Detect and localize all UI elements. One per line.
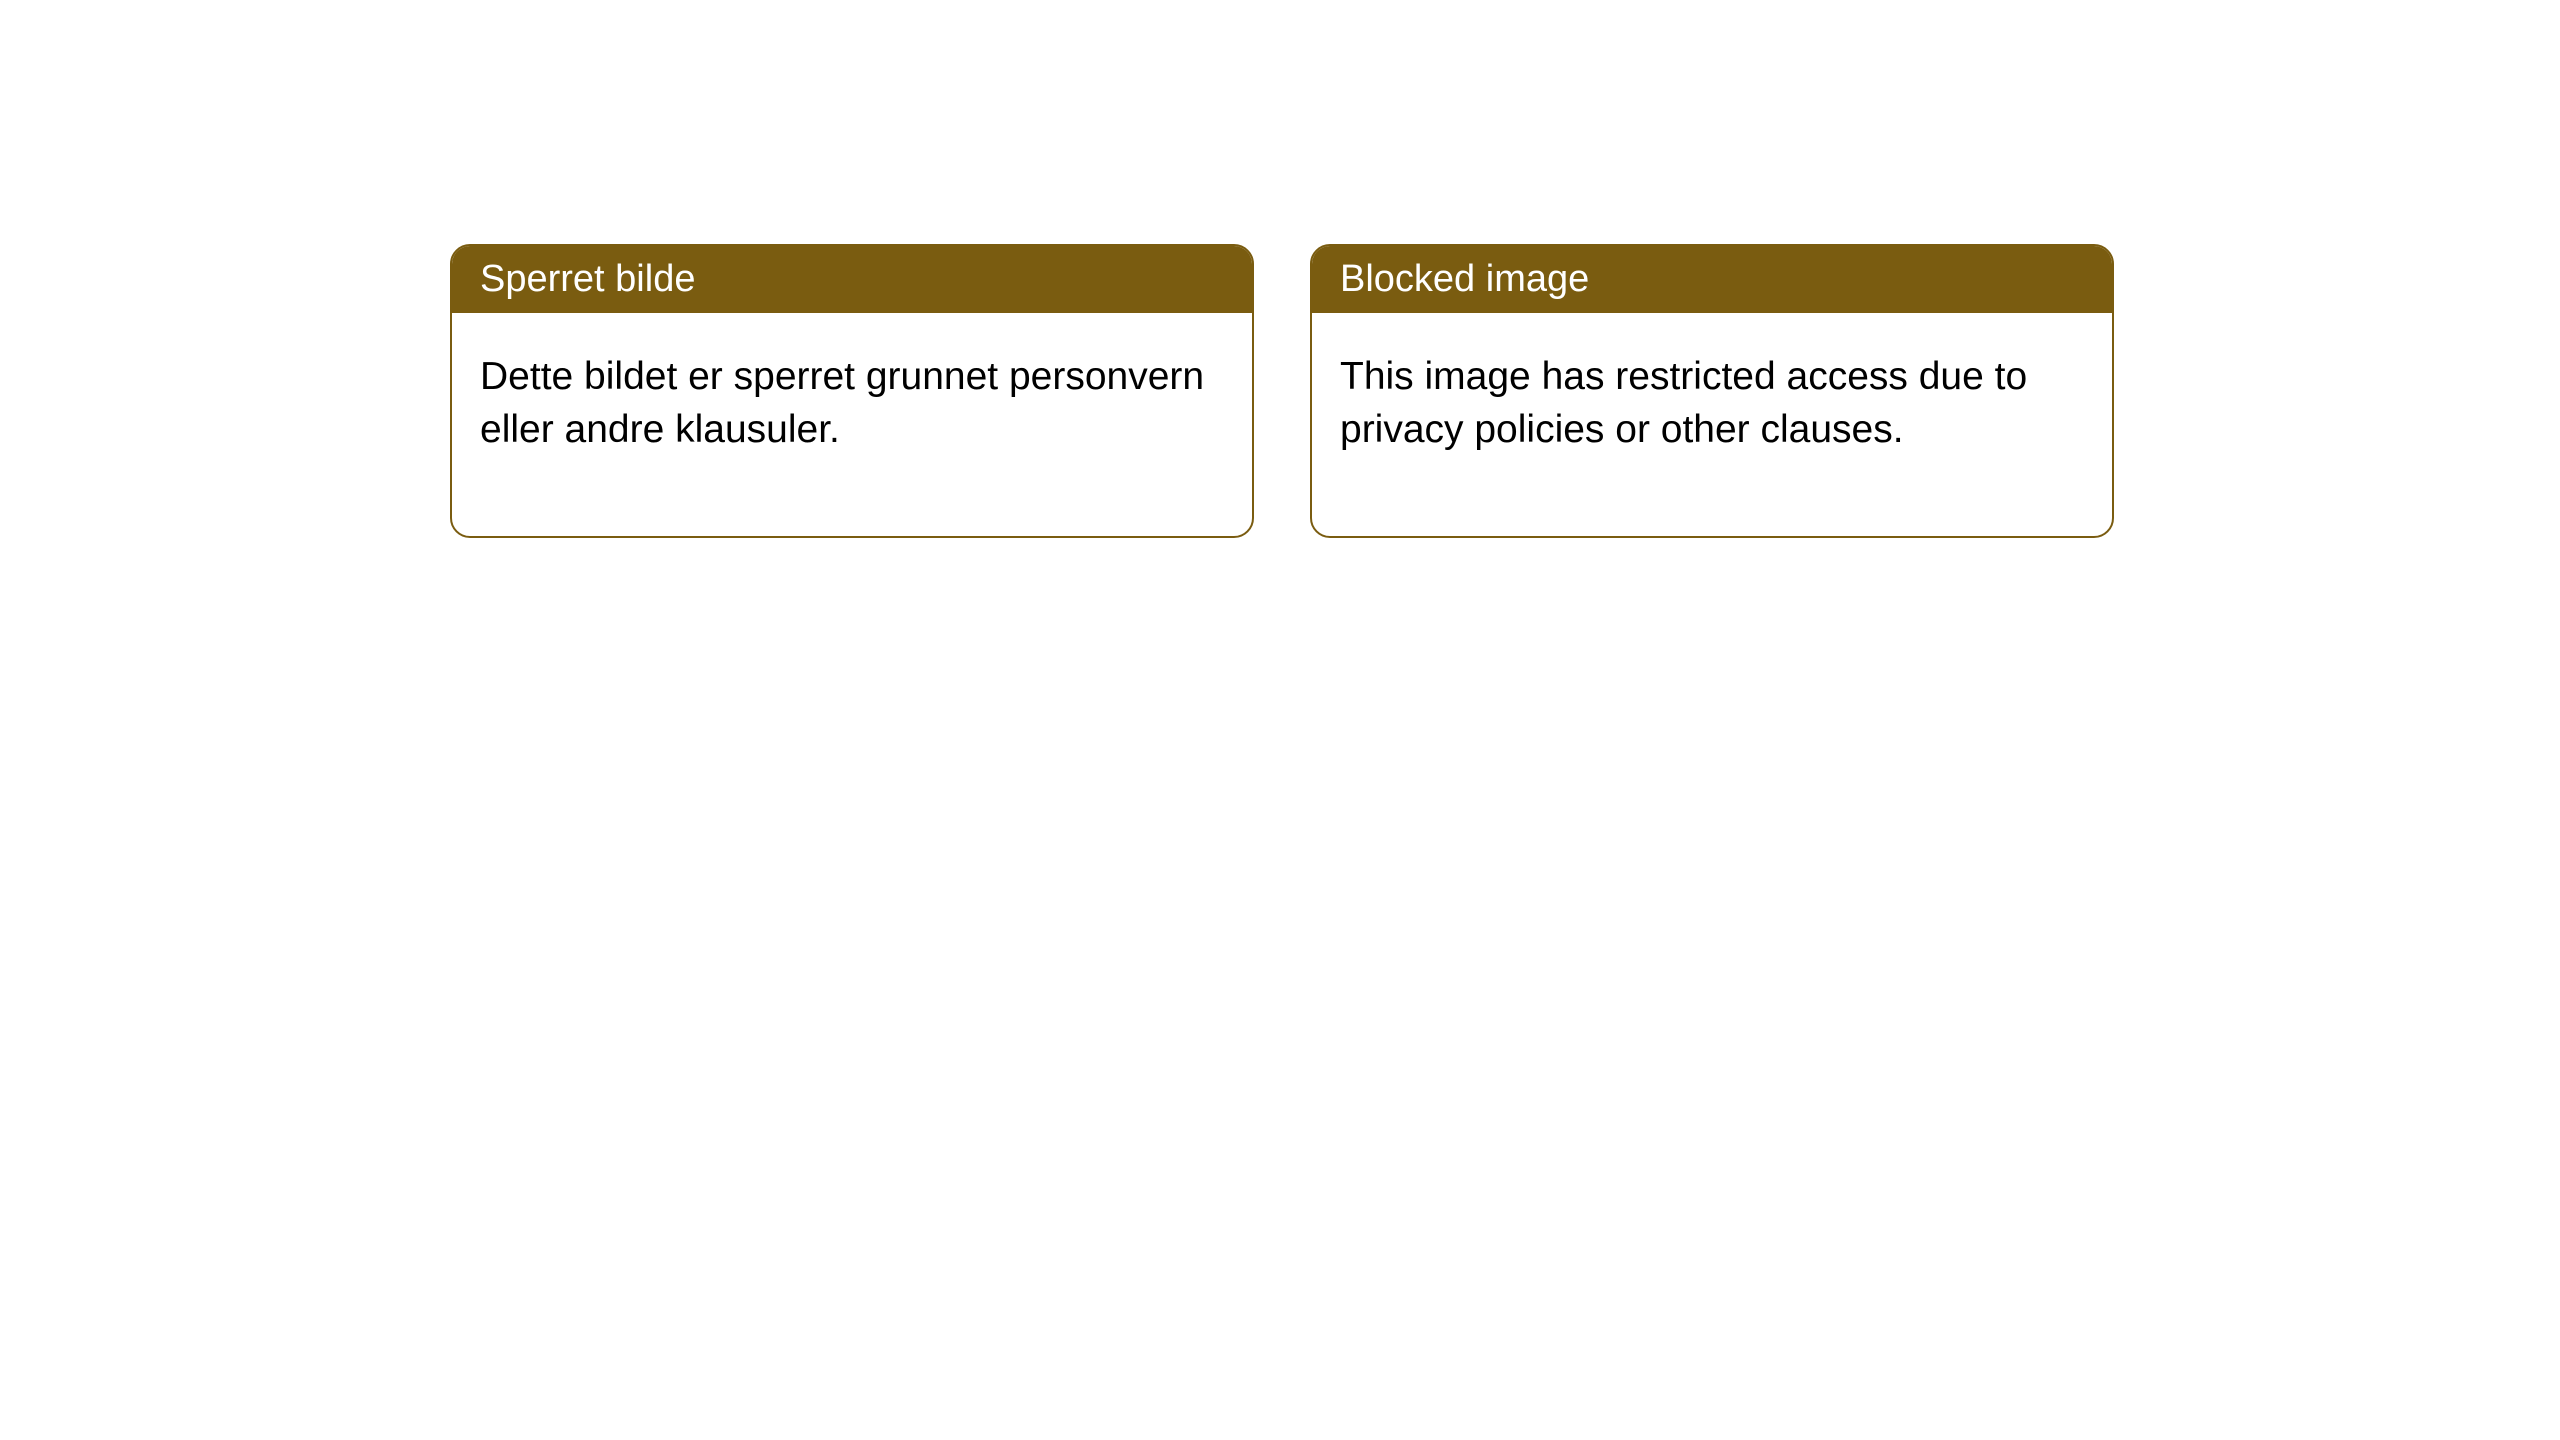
card-body-text: This image has restricted access due to … bbox=[1340, 355, 2027, 451]
card-body-text: Dette bildet er sperret grunnet personve… bbox=[480, 355, 1204, 451]
card-title: Sperret bilde bbox=[480, 258, 695, 300]
card-header: Blocked image bbox=[1312, 246, 2112, 313]
notice-card-english: Blocked image This image has restricted … bbox=[1310, 244, 2114, 538]
notice-cards-container: Sperret bilde Dette bildet er sperret gr… bbox=[0, 0, 2560, 538]
card-body: Dette bildet er sperret grunnet personve… bbox=[452, 313, 1252, 536]
card-header: Sperret bilde bbox=[452, 246, 1252, 313]
card-title: Blocked image bbox=[1340, 258, 1589, 300]
notice-card-norwegian: Sperret bilde Dette bildet er sperret gr… bbox=[450, 244, 1254, 538]
card-body: This image has restricted access due to … bbox=[1312, 313, 2112, 536]
